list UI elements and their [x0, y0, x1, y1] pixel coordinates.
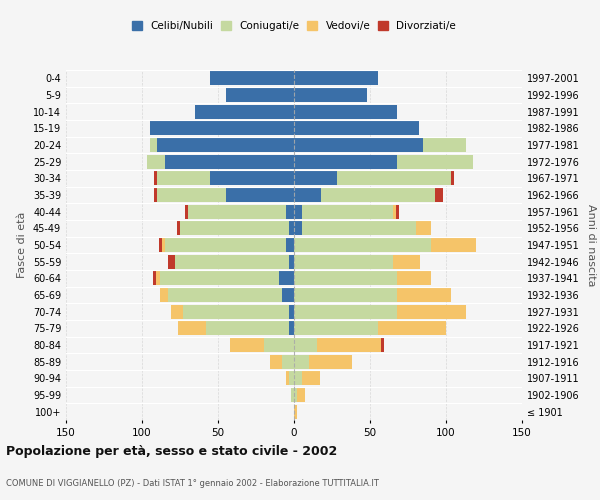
Bar [393, 254, 420, 269]
Bar [294, 371, 302, 386]
Bar [294, 254, 393, 269]
Bar [294, 338, 317, 352]
Bar [286, 204, 294, 219]
Bar [380, 338, 383, 352]
Bar [289, 221, 294, 236]
Bar [294, 221, 302, 236]
Bar [177, 221, 180, 236]
Bar [211, 72, 294, 86]
Bar [279, 271, 294, 285]
Bar [423, 138, 466, 152]
Bar [162, 238, 165, 252]
Bar [157, 172, 211, 185]
Bar [431, 238, 476, 252]
Bar [157, 138, 294, 152]
Bar [226, 88, 294, 102]
Bar [171, 304, 183, 319]
Bar [309, 354, 352, 369]
Bar [180, 221, 289, 236]
Bar [185, 204, 188, 219]
Bar [393, 204, 396, 219]
Bar [269, 354, 282, 369]
Bar [289, 371, 294, 386]
Bar [168, 288, 282, 302]
Bar [294, 354, 309, 369]
Bar [322, 188, 436, 202]
Bar [146, 154, 165, 169]
Bar [302, 221, 416, 236]
Bar [294, 188, 322, 202]
Bar [294, 322, 377, 336]
Bar [294, 122, 419, 136]
Bar [294, 88, 367, 102]
Bar [230, 338, 263, 352]
Bar [157, 188, 226, 202]
Bar [294, 204, 302, 219]
Bar [294, 404, 297, 418]
Bar [294, 288, 397, 302]
Bar [302, 204, 393, 219]
Bar [397, 154, 473, 169]
Bar [397, 304, 466, 319]
Bar [451, 172, 454, 185]
Bar [195, 104, 294, 118]
Bar [294, 104, 397, 118]
Text: Femmine: Femmine [0, 499, 1, 500]
Bar [294, 304, 397, 319]
Bar [289, 322, 294, 336]
Bar [297, 388, 305, 402]
Bar [396, 204, 399, 219]
Bar [397, 271, 431, 285]
Legend: Celibi/Nubili, Coniugati/e, Vedovi/e, Divorziati/e: Celibi/Nubili, Coniugati/e, Vedovi/e, Di… [132, 21, 456, 31]
Bar [154, 172, 157, 185]
Bar [294, 138, 423, 152]
Bar [416, 221, 431, 236]
Bar [294, 388, 297, 402]
Bar [226, 188, 294, 202]
Bar [294, 72, 377, 86]
Text: Popolazione per età, sesso e stato civile - 2002: Popolazione per età, sesso e stato civil… [6, 444, 337, 458]
Bar [337, 172, 451, 185]
Y-axis label: Anni di nascita: Anni di nascita [586, 204, 596, 286]
Bar [178, 322, 206, 336]
Bar [291, 388, 294, 402]
Bar [436, 188, 443, 202]
Bar [289, 304, 294, 319]
Y-axis label: Fasce di età: Fasce di età [17, 212, 27, 278]
Bar [294, 271, 397, 285]
Bar [160, 288, 168, 302]
Bar [168, 254, 175, 269]
Bar [289, 254, 294, 269]
Bar [160, 271, 279, 285]
Bar [149, 122, 294, 136]
Bar [317, 338, 380, 352]
Bar [175, 254, 289, 269]
Bar [377, 322, 446, 336]
Bar [263, 338, 294, 352]
Bar [165, 154, 294, 169]
Bar [149, 138, 157, 152]
Bar [397, 288, 451, 302]
Bar [282, 288, 294, 302]
Bar [188, 204, 286, 219]
Bar [183, 304, 289, 319]
Bar [159, 238, 162, 252]
Bar [211, 172, 294, 185]
Bar [294, 238, 431, 252]
Bar [154, 188, 157, 202]
Text: COMUNE DI VIGGIANELLO (PZ) - Dati ISTAT 1° gennaio 2002 - Elaborazione TUTTITALI: COMUNE DI VIGGIANELLO (PZ) - Dati ISTAT … [6, 478, 379, 488]
Bar [152, 271, 155, 285]
Text: Maschi: Maschi [0, 499, 1, 500]
Bar [294, 172, 337, 185]
Bar [286, 238, 294, 252]
Bar [282, 354, 294, 369]
Bar [302, 371, 320, 386]
Bar [165, 238, 286, 252]
Bar [286, 371, 289, 386]
Bar [206, 322, 289, 336]
Bar [155, 271, 160, 285]
Bar [294, 154, 397, 169]
